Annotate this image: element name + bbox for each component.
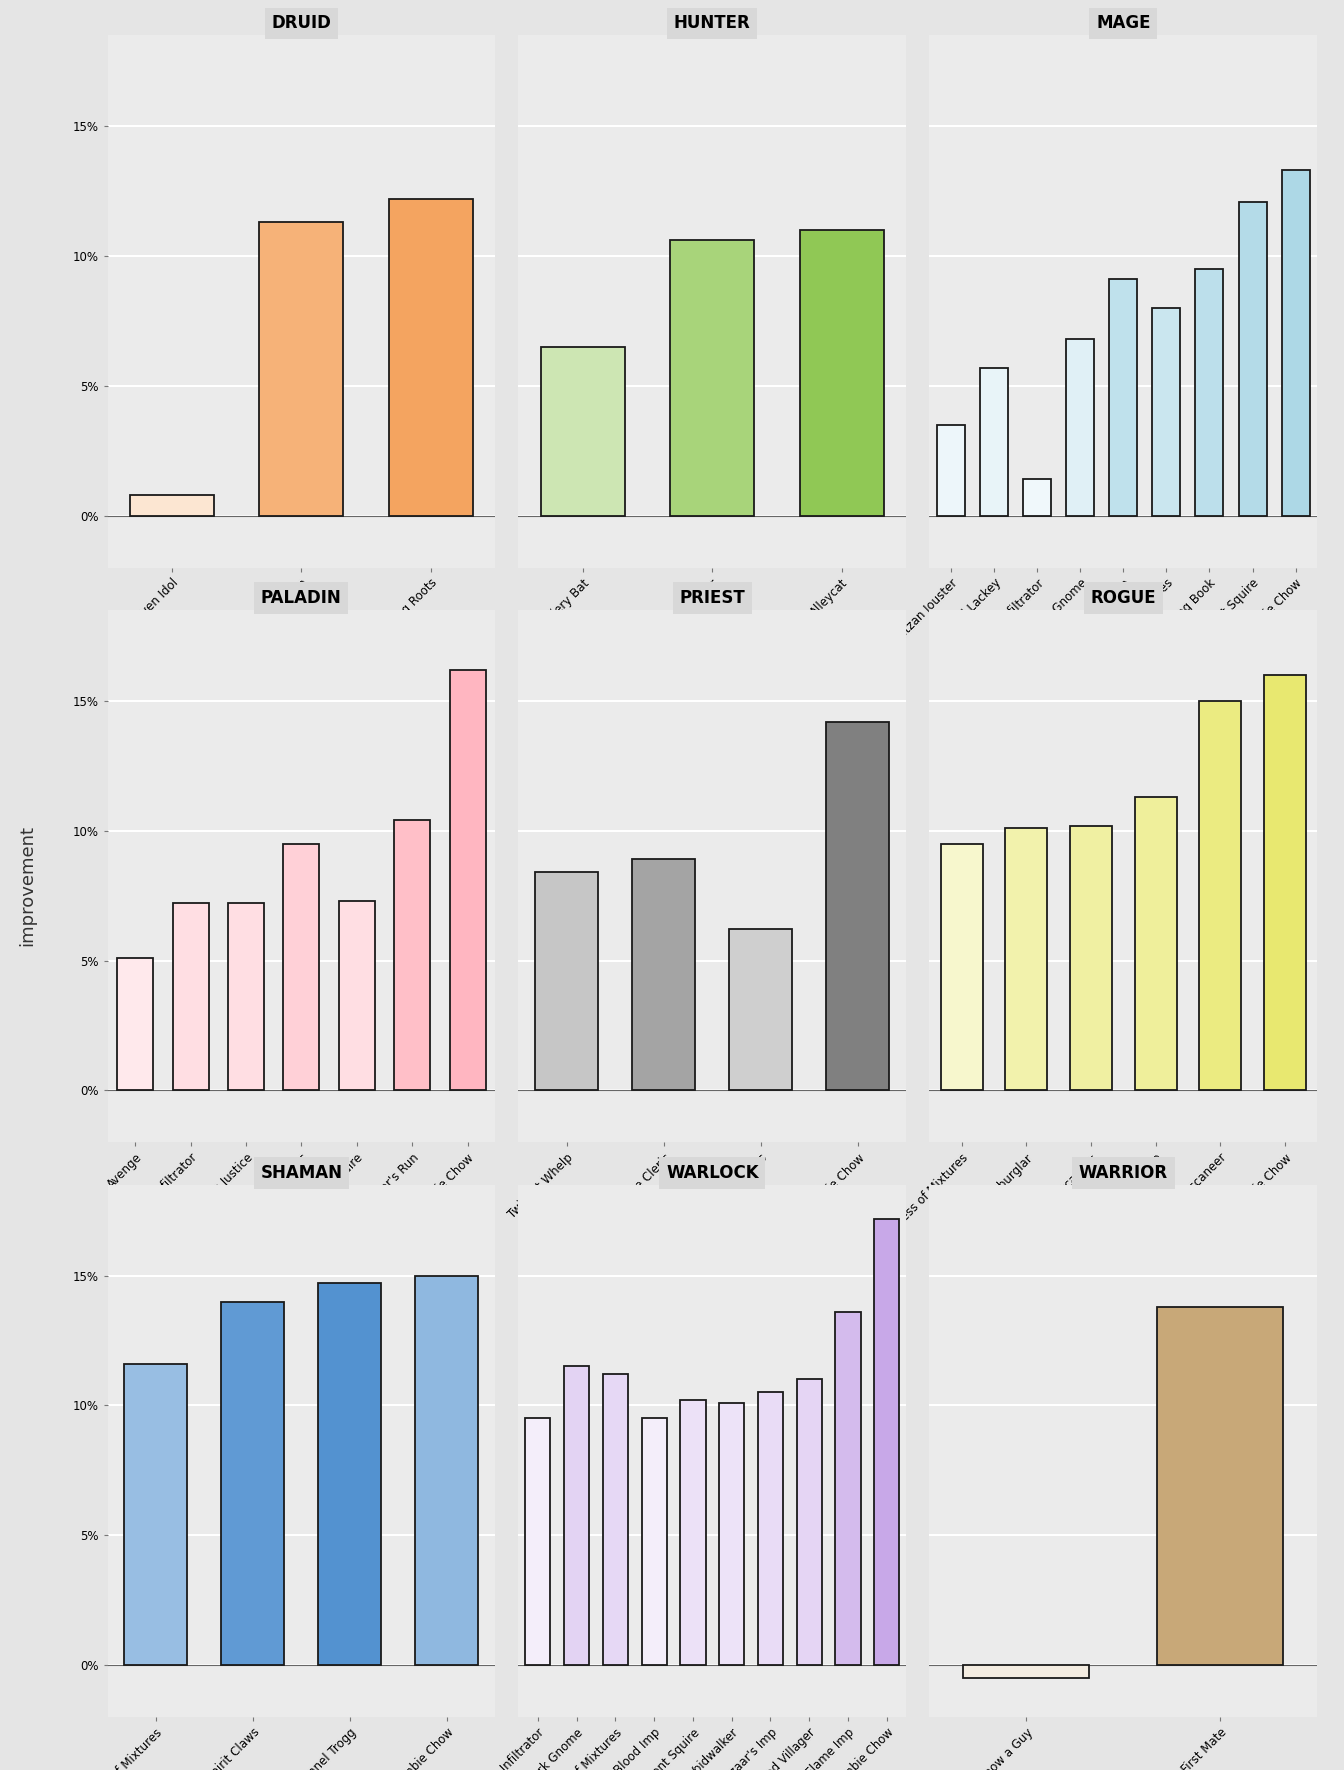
Bar [339, 901, 375, 1090]
Bar [259, 223, 343, 515]
Bar [797, 1379, 821, 1666]
Bar [526, 1418, 551, 1666]
Bar [1263, 674, 1306, 1090]
Bar [388, 198, 473, 515]
Title: PALADIN: PALADIN [261, 589, 341, 607]
Title: MAGE: MAGE [1095, 14, 1150, 32]
Bar [836, 1312, 860, 1666]
Bar [719, 1404, 745, 1666]
Bar [319, 1283, 382, 1666]
Bar [1066, 340, 1094, 515]
Bar [633, 858, 695, 1090]
Title: SHAMAN: SHAMAN [261, 1165, 343, 1182]
Bar [758, 1393, 784, 1666]
Title: DRUID: DRUID [271, 14, 332, 32]
Title: HUNTER: HUNTER [673, 14, 751, 32]
Bar [535, 873, 598, 1090]
Bar [827, 722, 890, 1090]
Bar [937, 425, 965, 515]
Title: WARLOCK: WARLOCK [667, 1165, 758, 1182]
Bar [1134, 796, 1176, 1090]
Bar [1152, 308, 1180, 515]
Bar [130, 496, 214, 515]
Bar [394, 820, 430, 1090]
Bar [1070, 825, 1111, 1090]
Bar [964, 1666, 1090, 1678]
Bar [980, 368, 1008, 515]
Title: PRIEST: PRIEST [680, 589, 745, 607]
Bar [415, 1276, 478, 1666]
Bar [228, 903, 263, 1090]
Bar [1157, 1306, 1284, 1666]
Bar [564, 1366, 589, 1666]
Bar [941, 844, 982, 1090]
Bar [1199, 701, 1242, 1090]
Bar [542, 347, 625, 515]
Title: ROGUE: ROGUE [1090, 589, 1156, 607]
Bar [1195, 269, 1223, 515]
Bar [800, 230, 883, 515]
Bar [172, 903, 208, 1090]
Bar [449, 669, 485, 1090]
Bar [284, 844, 320, 1090]
Bar [1109, 280, 1137, 515]
Text: improvement: improvement [17, 825, 36, 945]
Bar [730, 929, 792, 1090]
Bar [1023, 480, 1051, 515]
Bar [1282, 170, 1309, 515]
Bar [641, 1418, 667, 1666]
Bar [603, 1374, 628, 1666]
Bar [1005, 828, 1047, 1090]
Bar [671, 241, 754, 515]
Title: WARRIOR: WARRIOR [1079, 1165, 1168, 1182]
Bar [1239, 202, 1266, 515]
Bar [117, 958, 153, 1090]
Bar [222, 1301, 285, 1666]
Bar [874, 1218, 899, 1666]
Bar [680, 1400, 706, 1666]
Bar [125, 1365, 187, 1666]
